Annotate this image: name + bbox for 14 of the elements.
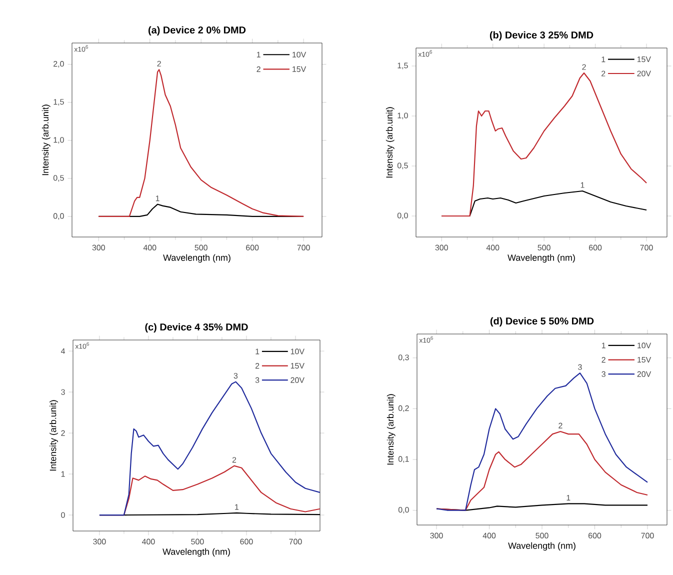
y-axis-title: Intensity (arb.unit) — [50, 400, 58, 471]
chart-title: (d) Device 5 50% DMD — [490, 317, 594, 326]
chart-title: (c) Device 4 35% DMD — [145, 323, 248, 332]
x-axis-title: Wavelength (nm) — [508, 254, 575, 263]
y-axis-title: Intensity (arb.unit) — [386, 394, 396, 465]
line-series — [436, 430, 648, 511]
chart-title: (a) Device 2 0% DMD — [148, 26, 246, 36]
x-axis-title: Wavelength (nm) — [508, 542, 576, 551]
line-series — [98, 381, 320, 516]
x-axis-title: Wavelength (nm) — [162, 548, 230, 557]
chart-title: (b) Device 3 25% DMD — [490, 31, 594, 40]
y-axis-title: Intensity (arb.unit) — [386, 107, 394, 178]
y-axis-title: Intensity (arb.unit) — [42, 104, 50, 176]
x-axis-title: Wavelength (nm) — [163, 254, 230, 263]
